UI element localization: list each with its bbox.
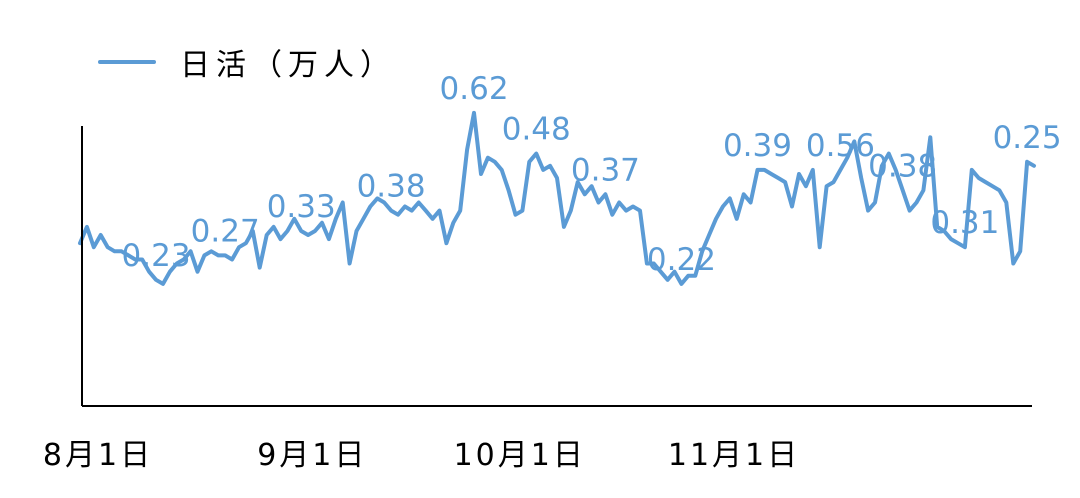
data-label: 0.39 [723, 128, 792, 164]
data-label: 0.31 [930, 205, 999, 241]
data-label: 0.38 [868, 148, 937, 184]
data-label: 0.56 [806, 128, 875, 164]
data-label: 0.33 [267, 189, 336, 225]
x-tick-label: 8月1日 [43, 438, 153, 473]
data-label: 0.22 [647, 242, 716, 278]
x-tick-label: 11月1日 [668, 438, 800, 473]
data-label: 0.27 [191, 213, 260, 249]
data-label: 0.62 [440, 71, 509, 107]
data-label: 0.23 [122, 238, 191, 274]
data-labels: 0.230.270.33 0.38 0.62 0.480.37 0.22 0.39 0.56… [122, 71, 1062, 278]
legend: 日活（万人） [98, 38, 396, 86]
x-tick-label: 10月1日 [454, 438, 586, 473]
data-label: 0.37 [571, 152, 640, 188]
data-label: 0.25 [993, 120, 1062, 156]
data-label: 0.48 [502, 112, 571, 148]
x-tick-labels: 8月1日 9月1日 10月1日 11月1日 [43, 438, 800, 473]
series-line [78, 110, 1036, 286]
data-label: 0.38 [357, 169, 426, 205]
axes [81, 126, 1032, 407]
legend-label: 日活（万人） [180, 48, 396, 83]
legend-swatch [98, 60, 156, 64]
x-tick-label: 9月1日 [257, 438, 367, 473]
plot-area [78, 110, 1036, 286]
